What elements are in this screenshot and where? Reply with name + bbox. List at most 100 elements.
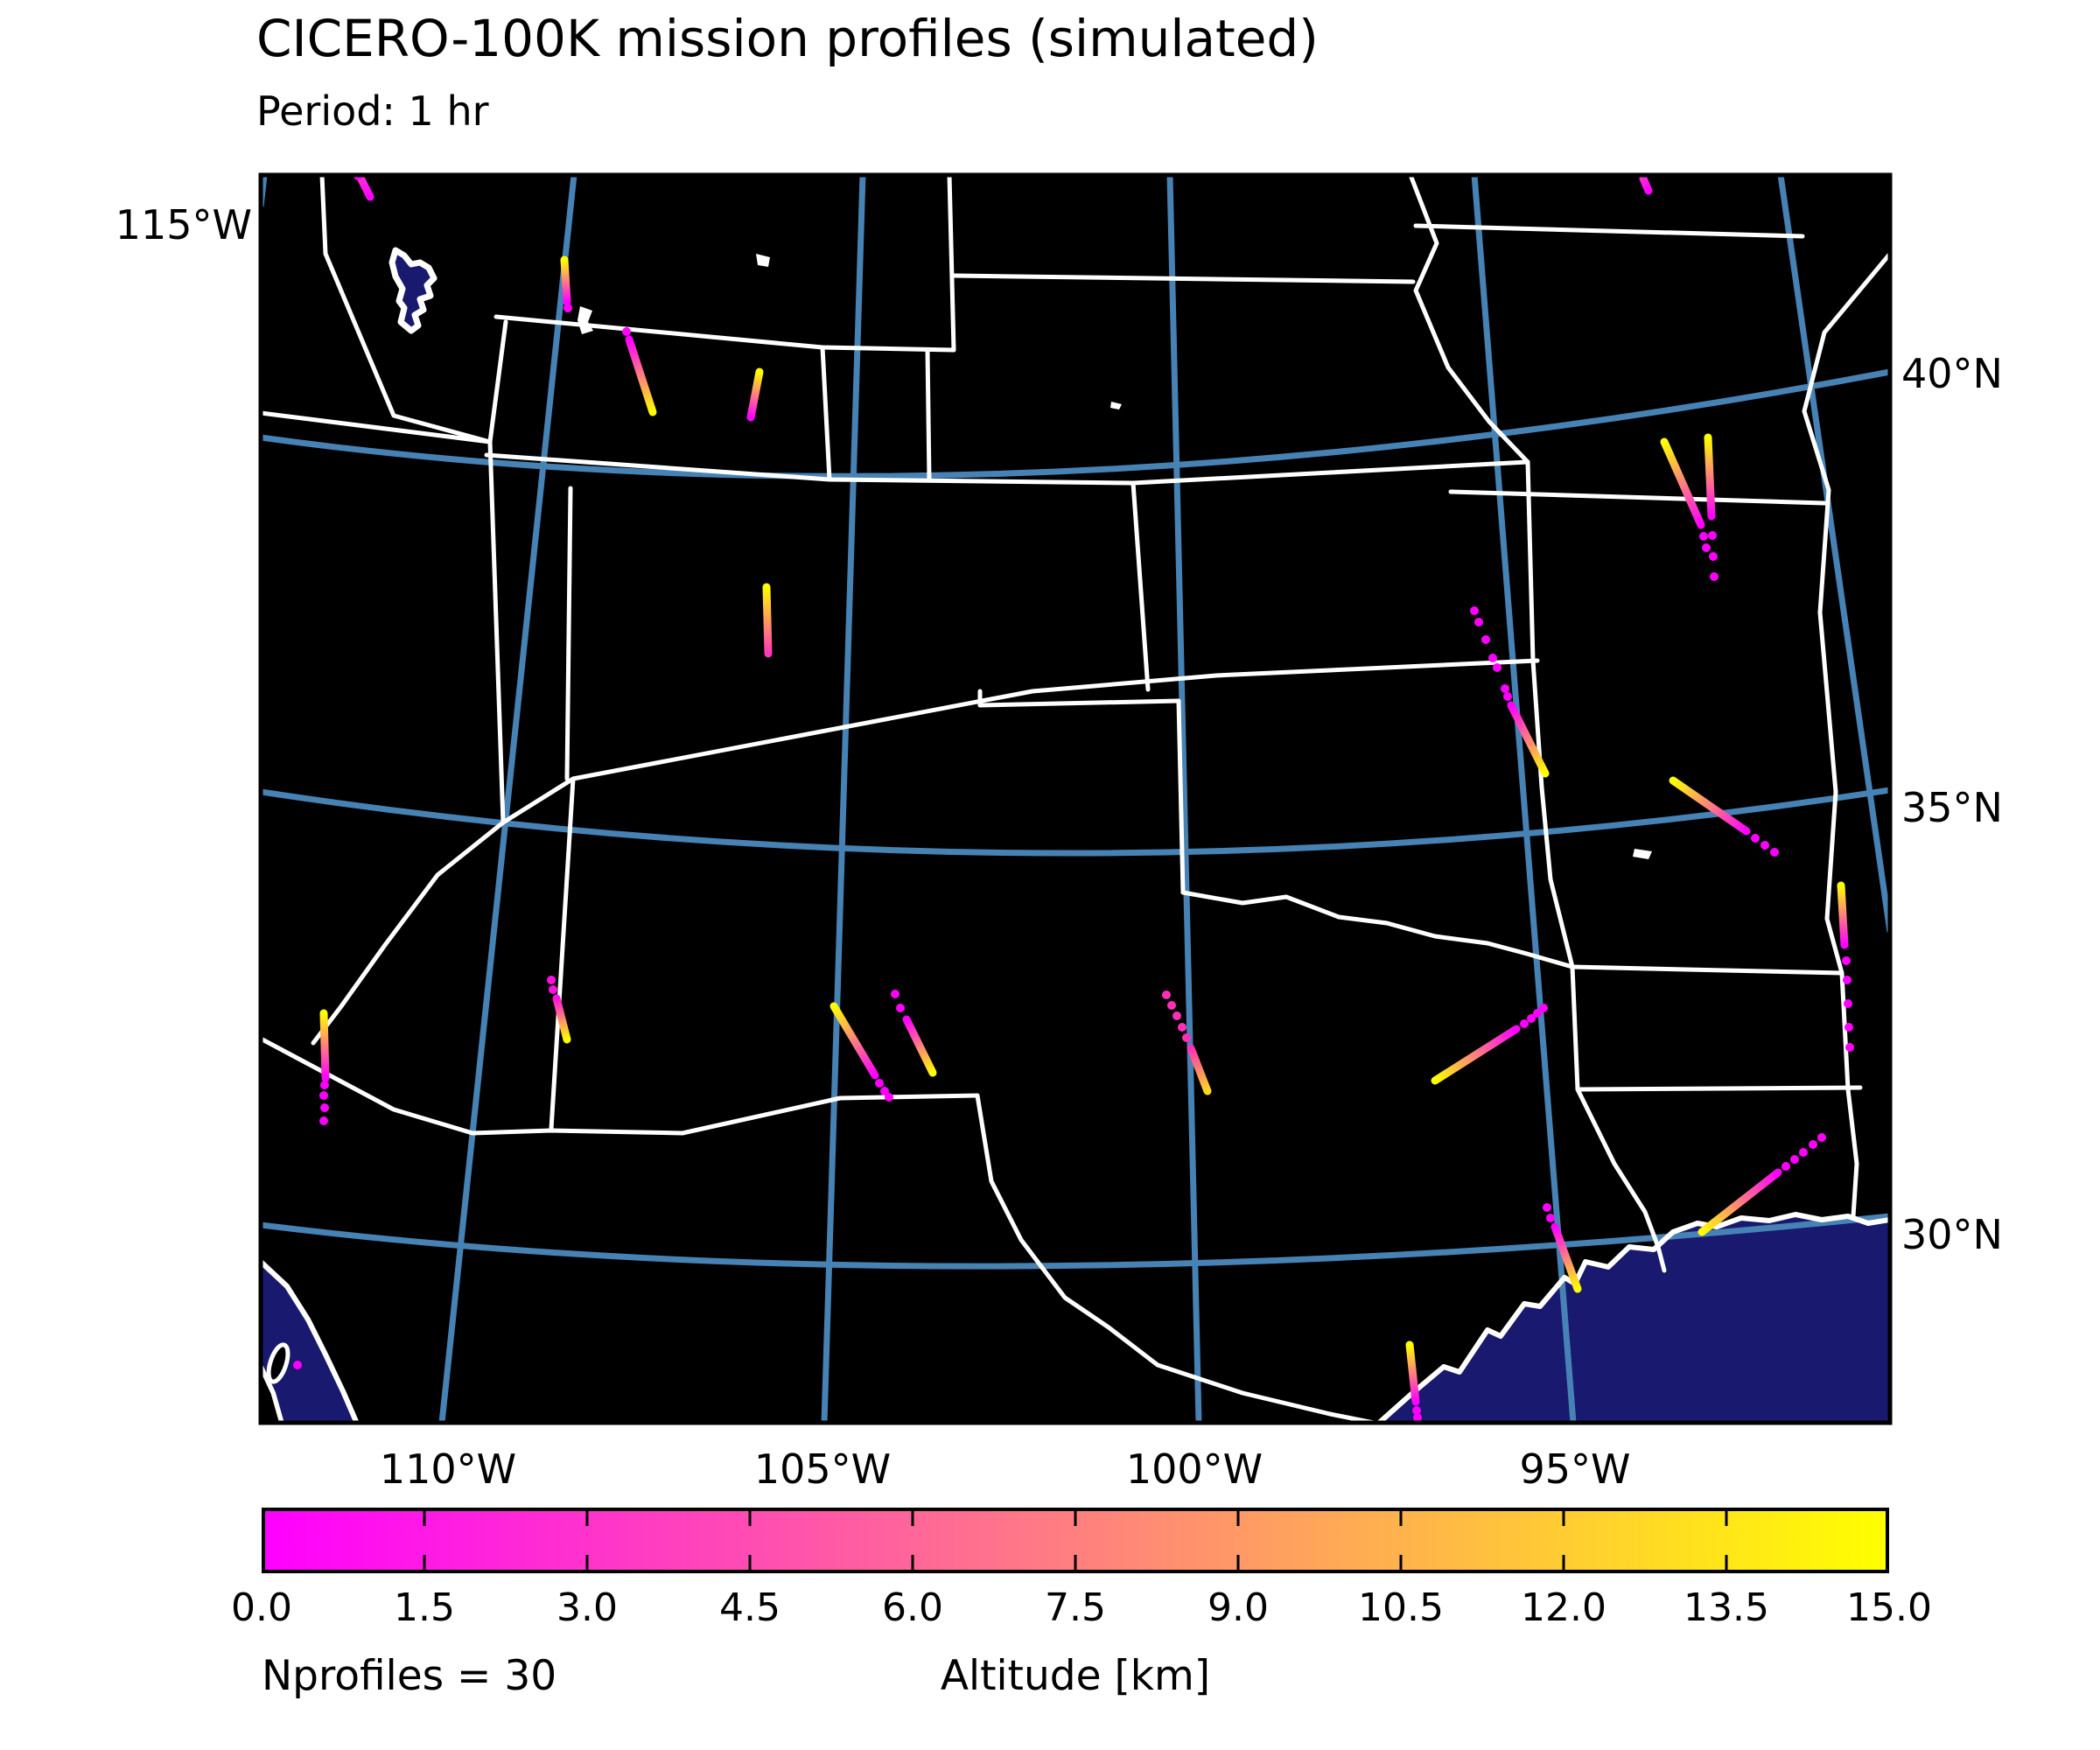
state-border (1180, 890, 1575, 970)
profile-track (357, 175, 374, 201)
state-border (311, 820, 506, 1046)
state-border (975, 1093, 1381, 1423)
profile-track (1698, 1168, 1782, 1236)
profile-track-dot (1699, 532, 1708, 541)
colorbar-label: Altitude [km] (940, 1652, 1211, 1700)
colorbar-tick-label: 15.0 (1846, 1586, 1932, 1630)
state-border (319, 175, 493, 444)
profile-track (1660, 438, 1705, 529)
graticule-meridian (438, 175, 578, 1423)
colorbar (262, 1508, 1889, 1573)
profile-track-dot (1702, 543, 1711, 552)
axis-label-95w: 95°W (1519, 1446, 1631, 1493)
colorbar-tick-label: 13.5 (1684, 1586, 1769, 1630)
profile-track-dot (891, 990, 900, 998)
small-lake (756, 254, 770, 267)
water-body (1379, 1214, 1890, 1423)
colorbar-tick-label: 4.5 (719, 1586, 780, 1630)
profile-track-dot (622, 327, 631, 336)
profile-track-dot (1501, 684, 1509, 693)
profile-track (625, 335, 657, 416)
state-border (947, 175, 956, 353)
profile-track-dot (547, 976, 556, 984)
profile-track (1405, 1340, 1420, 1406)
profile-track (1704, 433, 1716, 521)
profile-track (762, 583, 773, 658)
graticule-parallel (261, 1213, 1890, 1270)
axis-label-30n: 30°N (1901, 1211, 2003, 1258)
axis-label-40n: 40°N (1901, 350, 2003, 397)
profile-track-dot (1845, 1043, 1854, 1052)
profile-track-dot (1527, 1014, 1536, 1023)
small-lake (1633, 849, 1652, 859)
state-border (1575, 1085, 1863, 1092)
land-peninsula (261, 1365, 284, 1423)
profile-track (560, 256, 571, 306)
axis-label-115w: 115°W (115, 201, 252, 248)
profile-track-dot (1760, 841, 1769, 850)
profile-track-dot (1708, 531, 1717, 540)
state-border (925, 347, 932, 482)
axis-label-100w: 100°W (1125, 1446, 1264, 1493)
state-border (1575, 1087, 1667, 1273)
profile-track-dot (1790, 1155, 1799, 1164)
state-border (951, 273, 1416, 284)
profile-track-dot (1844, 1023, 1853, 1032)
state-border (1802, 251, 1890, 1219)
profile-track-dot (549, 985, 557, 994)
map-layers (261, 175, 1890, 1423)
profile-track-dot (1470, 606, 1479, 615)
colorbar-tick-label: 7.5 (1045, 1586, 1106, 1630)
profile-track-dot (1167, 1001, 1176, 1010)
chart-subtitle: Period: 1 hr (256, 88, 489, 135)
state-border (487, 439, 506, 825)
axis-label-110w: 110°W (379, 1446, 517, 1493)
profile-track-dot (1710, 572, 1718, 581)
profile-track-dot (1481, 635, 1490, 644)
profile-track-dot (1172, 1012, 1181, 1020)
profile-track-dot (1493, 663, 1502, 672)
profile-track-dot (1843, 976, 1852, 984)
lake (388, 247, 438, 334)
profile-track (1550, 1222, 1582, 1293)
state-border (487, 319, 508, 444)
graticule-meridian (1166, 175, 1202, 1423)
profile-track-dot (1503, 692, 1512, 701)
profile-track-dot (885, 1093, 893, 1102)
profile-track-dot (1809, 1140, 1817, 1149)
profile-track-dot (1533, 1009, 1542, 1018)
profile-track-dot (1770, 848, 1779, 857)
state-border (820, 345, 832, 482)
profile-track-dot (1412, 1406, 1421, 1415)
profile-track (1837, 881, 1849, 949)
state-border (261, 410, 493, 444)
profile-track (1639, 175, 1653, 195)
profile-track-dot (1539, 1004, 1548, 1012)
profile-track-dot (1182, 1033, 1191, 1042)
profile-track-dot (293, 1361, 302, 1369)
profile-track-dot (875, 1079, 884, 1088)
state-border (500, 658, 1540, 825)
profile-track (830, 1002, 879, 1080)
profile-track-dot (1842, 956, 1851, 965)
profile-track (319, 1009, 330, 1082)
state-border (1130, 480, 1151, 692)
profile-track-dot (1546, 1214, 1555, 1222)
colorbar-tick-label: 12.0 (1521, 1586, 1606, 1630)
chart-title: CICERO-100K mission profiles (simulated) (256, 9, 1319, 68)
colorbar-tick-label: 10.5 (1358, 1586, 1444, 1630)
profile-track (1669, 776, 1751, 836)
state-border (977, 698, 1181, 708)
coastline (1376, 1212, 1890, 1423)
state-border (549, 776, 576, 1131)
profile-track-dot (319, 1091, 328, 1100)
map-frame (258, 172, 1893, 1425)
profile-track (902, 1015, 937, 1077)
profile-track (1507, 701, 1550, 778)
profile-track (1431, 1025, 1521, 1085)
profile-track (552, 994, 571, 1044)
profile-track-dot (1817, 1133, 1826, 1142)
profile-track-dot (1782, 1162, 1790, 1171)
state-border (564, 486, 573, 781)
